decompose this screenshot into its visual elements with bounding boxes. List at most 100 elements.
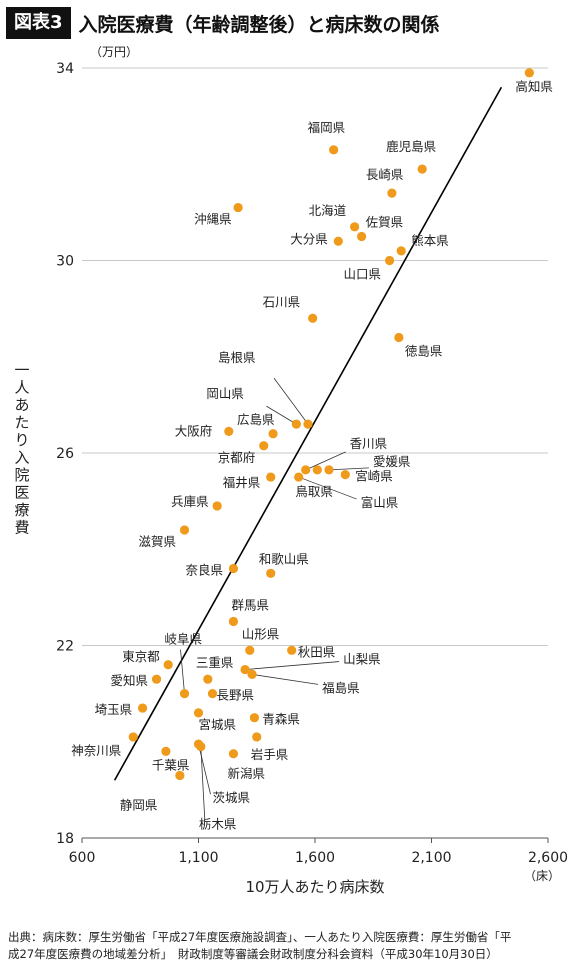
x-unit-label: （床） xyxy=(524,869,560,883)
data-point xyxy=(137,703,148,713)
point-label: 静岡県 xyxy=(120,797,158,812)
data-point xyxy=(193,708,204,718)
leader-line xyxy=(298,476,357,500)
x-tick-label: 2,100 xyxy=(411,850,451,866)
point-label: 沖縄県 xyxy=(194,212,232,227)
data-point xyxy=(203,674,213,684)
x-tick-label: 600 xyxy=(69,850,96,866)
data-point xyxy=(128,732,138,742)
point-label: 島根県 xyxy=(218,350,256,365)
data-point xyxy=(417,164,427,174)
data-point xyxy=(224,426,234,436)
y-unit-label: （万円） xyxy=(90,45,138,59)
leader-line xyxy=(180,649,185,694)
point-label: 福井県 xyxy=(223,475,261,490)
data-point xyxy=(228,563,239,574)
data-point xyxy=(287,645,297,655)
point-label: 岐阜県 xyxy=(165,632,203,647)
leader-line xyxy=(328,467,369,471)
data-point xyxy=(329,145,339,155)
point-label: 石川県 xyxy=(263,294,301,309)
x-tick-label: 1,600 xyxy=(295,850,335,866)
y-tick-label: 22 xyxy=(56,639,74,655)
data-point xyxy=(340,470,350,480)
data-point xyxy=(387,188,397,198)
point-label: 長野県 xyxy=(216,688,254,703)
point-label: 奈良県 xyxy=(185,563,223,578)
data-point xyxy=(179,525,190,535)
point-label: 和歌山県 xyxy=(259,551,309,566)
point-label: 鹿児島県 xyxy=(386,139,436,154)
data-point xyxy=(266,568,276,578)
point-label: 兵庫県 xyxy=(171,494,209,509)
point-label: 熊本県 xyxy=(411,233,449,248)
figure-title: 入院医療費（年齢調整後）と病床数の関係 xyxy=(78,13,440,36)
point-label: 徳島県 xyxy=(405,344,443,359)
data-point xyxy=(151,674,162,684)
point-label: 福島県 xyxy=(322,680,360,695)
point-label: 愛媛県 xyxy=(373,454,411,469)
data-point xyxy=(207,689,218,699)
leader-line xyxy=(305,451,346,471)
data-point xyxy=(396,246,406,256)
data-point xyxy=(249,713,260,723)
data-point xyxy=(161,746,171,756)
x-tick-label: 1,100 xyxy=(178,850,218,866)
point-label: 三重県 xyxy=(196,655,234,670)
data-point xyxy=(291,419,301,429)
point-label: 神奈川県 xyxy=(71,743,121,758)
point-label: 高知県 xyxy=(515,79,553,94)
figure-header: 図表3 入院医療費（年齢調整後）と病床数の関係 xyxy=(6,6,440,40)
point-label: 群馬県 xyxy=(231,597,269,612)
data-point xyxy=(266,472,276,482)
figure-number-badge: 図表3 xyxy=(6,7,71,39)
point-label: 広島県 xyxy=(237,412,275,427)
point-label: 佐賀県 xyxy=(366,214,404,229)
point-label: 福岡県 xyxy=(308,120,346,135)
leader-line xyxy=(252,673,319,685)
data-point xyxy=(333,236,343,246)
source-note: 出典：病床数：厚生労働省「平成27年度医療施設調査」、一人あたり入院医療費：厚生… xyxy=(8,929,574,963)
data-point xyxy=(301,465,311,475)
point-label: 千葉県 xyxy=(152,757,190,772)
point-label: 山口県 xyxy=(344,267,382,282)
data-point xyxy=(357,231,367,242)
data-point xyxy=(228,749,239,759)
y-tick-label: 34 xyxy=(56,61,74,77)
data-point xyxy=(245,645,255,655)
data-point xyxy=(252,732,262,742)
leader-line xyxy=(200,746,206,821)
data-point xyxy=(240,664,250,675)
point-label: 香川県 xyxy=(350,436,388,451)
point-label: 山形県 xyxy=(242,626,280,641)
data-point xyxy=(524,68,534,78)
point-label: 宮城県 xyxy=(199,717,237,732)
data-point xyxy=(384,255,395,266)
data-point xyxy=(294,472,304,482)
data-point xyxy=(350,222,360,232)
data-point xyxy=(228,616,239,627)
y-axis-title: 一人あたり入院医療費 xyxy=(14,361,29,537)
point-label: 秋田県 xyxy=(298,644,336,659)
source-line-2: 成27年度医療費の地域差分析」 財政制度等審議会財政制度分科会資料（平成30年1… xyxy=(8,947,498,961)
data-point xyxy=(268,429,278,439)
data-point xyxy=(163,660,173,670)
point-label: 富山県 xyxy=(361,495,399,510)
data-point xyxy=(233,202,243,213)
leader-line xyxy=(273,377,309,425)
y-tick-label: 18 xyxy=(56,831,74,847)
leader-line xyxy=(198,744,211,795)
point-label: 宮崎県 xyxy=(355,469,393,484)
data-point xyxy=(312,465,322,475)
data-point xyxy=(259,441,269,451)
data-point xyxy=(324,465,334,475)
y-tick-label: 26 xyxy=(56,446,74,462)
point-label: 愛知県 xyxy=(111,673,149,688)
y-tick-label: 30 xyxy=(56,254,74,270)
point-label: 新潟県 xyxy=(227,766,265,781)
point-label: 茨城県 xyxy=(213,790,251,805)
point-label: 青森県 xyxy=(262,712,300,727)
leader-line xyxy=(245,661,340,670)
data-point xyxy=(175,770,185,781)
